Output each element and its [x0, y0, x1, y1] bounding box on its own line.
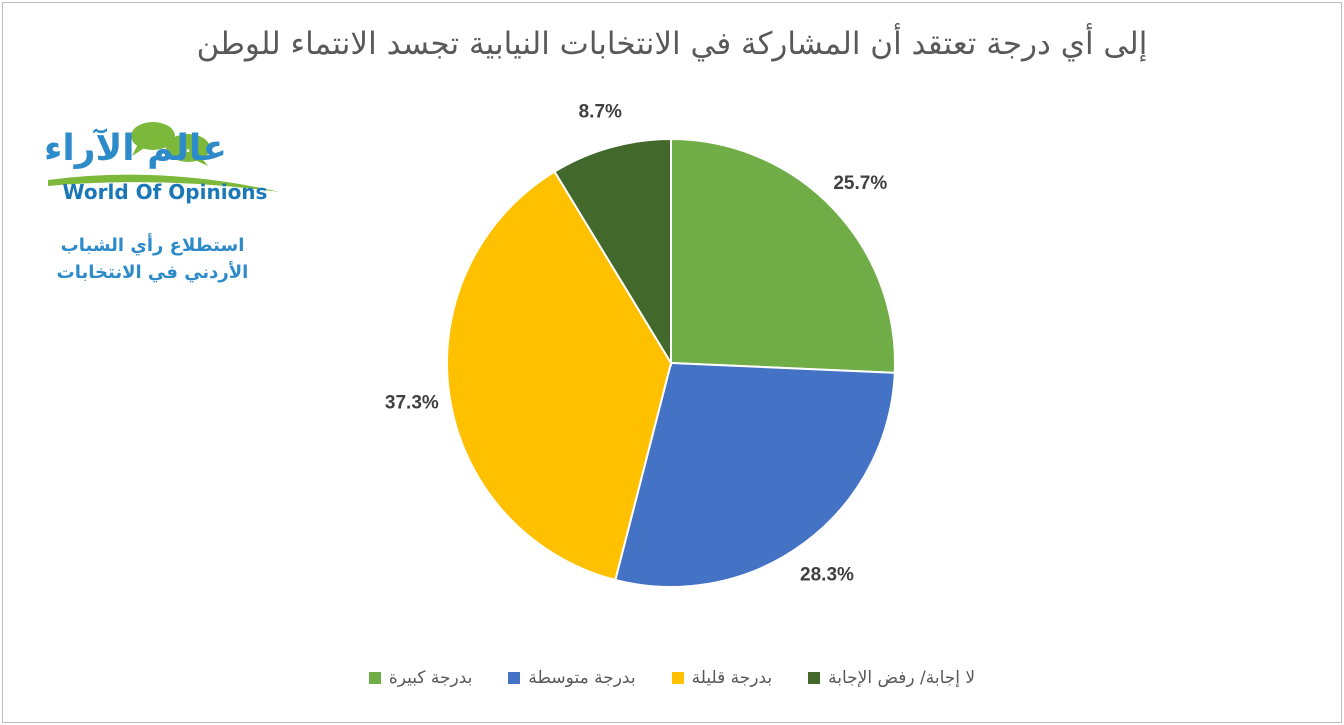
logo-english-text: World Of Opinions	[62, 180, 268, 204]
logo-arabic-text: عالم الآراء	[44, 128, 228, 169]
data-label: 25.7%	[833, 173, 887, 194]
legend-label: بدرجة قليلة	[691, 668, 773, 688]
chart-title: إلى أي درجة تعتقد أن المشاركة في الانتخا…	[196, 26, 1148, 62]
legend-swatch	[368, 672, 381, 684]
swoosh-icon	[48, 174, 280, 192]
svg-text:...: ...	[180, 140, 196, 156]
legend-label: بدرجة متوسطة	[528, 668, 636, 688]
legend-item: لا إجابة/ رفض الإجابة	[808, 668, 975, 688]
speech-bubble-icon	[131, 122, 175, 150]
speech-bubble-icon	[166, 134, 210, 162]
legend-swatch	[671, 672, 684, 684]
legend-swatch	[808, 672, 821, 684]
pie-slice	[614, 361, 896, 588]
survey-subtitle-line1: استطلاع رأي الشباب	[60, 235, 245, 256]
pie-chart: 25.7% 28.3% 37.3% 8.7%	[385, 102, 896, 588]
survey-subtitle: استطلاع رأي الشباب الأردني في الانتخابات	[40, 232, 265, 286]
data-label: 28.3%	[800, 565, 854, 586]
data-label: 37.3%	[385, 393, 439, 414]
survey-subtitle-line2: الأردني في الانتخابات	[56, 262, 249, 283]
legend-label: بدرجة كبيرة	[388, 668, 473, 688]
world-of-opinions-logo: ...	[48, 122, 280, 192]
legend-item: بدرجة كبيرة	[368, 668, 473, 688]
legend-label: لا إجابة/ رفض الإجابة	[828, 668, 976, 688]
chart-legend: بدرجة كبيرة بدرجة متوسطة بدرجة قليلة لا إجا…	[0, 668, 1344, 688]
pie-slice	[446, 170, 673, 582]
data-label: 8.7%	[579, 102, 622, 123]
legend-swatch	[508, 672, 521, 684]
legend-item: بدرجة متوسطة	[508, 668, 636, 688]
pie-slice	[553, 137, 672, 367]
pie-slice	[670, 137, 896, 374]
legend-item: بدرجة قليلة	[671, 668, 773, 688]
